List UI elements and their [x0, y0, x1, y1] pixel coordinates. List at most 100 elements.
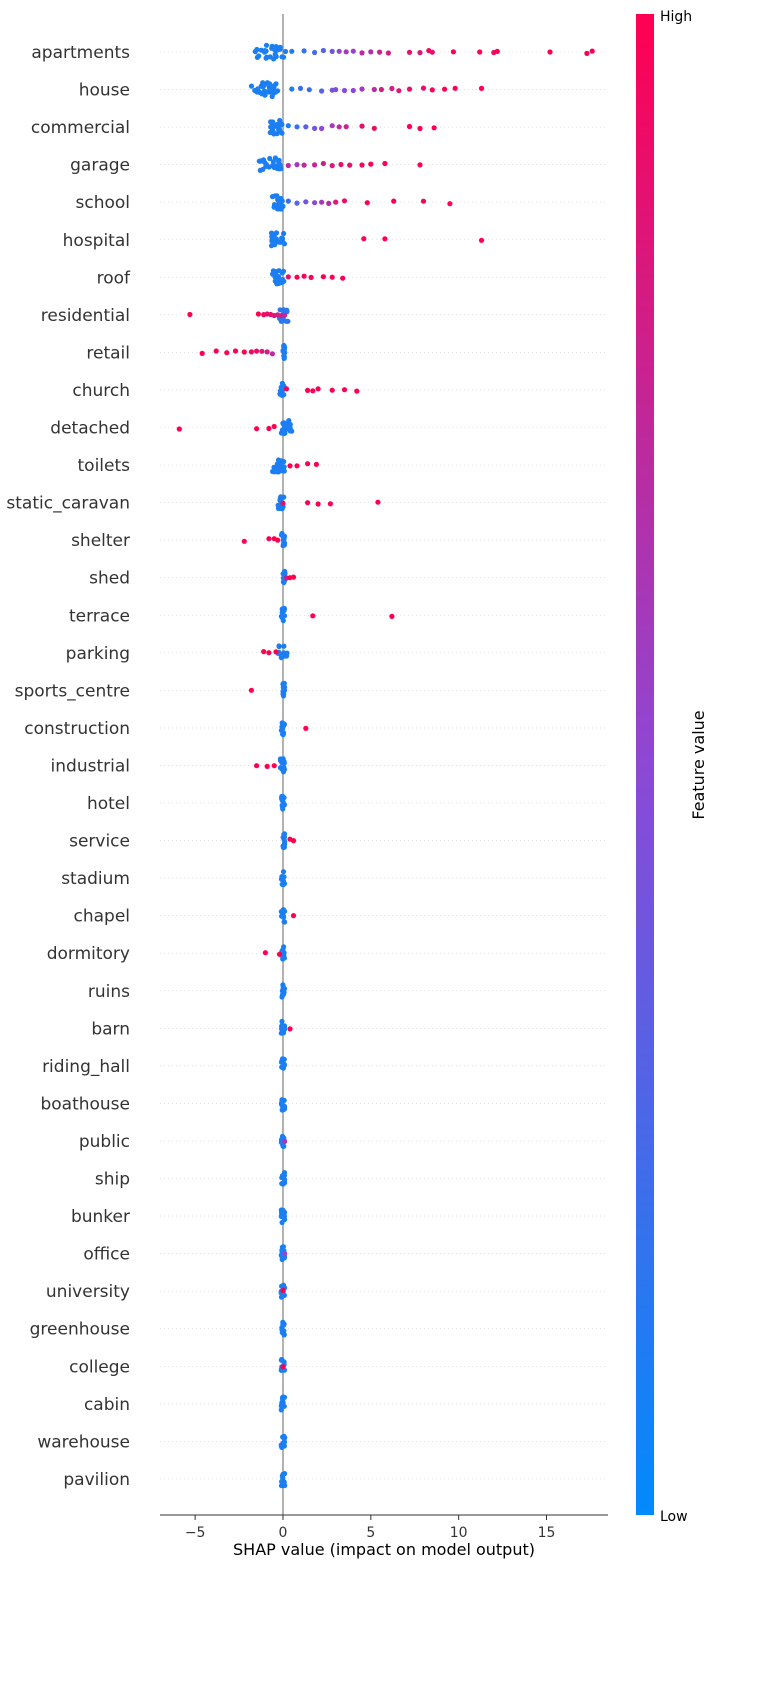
shap-point — [286, 418, 292, 424]
shap-point — [280, 732, 286, 738]
shap-point — [274, 465, 280, 471]
shap-point — [290, 913, 297, 919]
feature-label: stadium — [61, 869, 130, 889]
shap-point — [281, 1482, 287, 1489]
shap-point — [281, 760, 287, 766]
shap-point — [371, 86, 377, 93]
feature-label: pavilion — [63, 1470, 130, 1490]
shap-point — [320, 47, 326, 54]
shap-point — [359, 162, 365, 168]
shap-point — [406, 49, 413, 55]
shap-point — [271, 469, 278, 475]
shap-point — [263, 55, 269, 61]
shap-point — [281, 424, 288, 431]
shap-point — [420, 85, 427, 91]
shap-point — [305, 461, 311, 467]
shap-point — [371, 125, 377, 131]
shap-point — [359, 123, 365, 129]
shap-point — [294, 124, 300, 130]
shap-point — [266, 89, 272, 95]
feature-label: boathouse — [40, 1094, 130, 1114]
shap-point — [375, 499, 381, 505]
shap-point — [326, 200, 332, 206]
shap-point — [417, 50, 423, 56]
shap-point — [289, 48, 295, 54]
shap-point — [290, 574, 297, 580]
shap-point — [282, 48, 289, 55]
shap-point — [281, 955, 287, 961]
feature-label: roof — [97, 268, 131, 288]
shap-point — [281, 494, 287, 500]
feature-label: church — [72, 381, 130, 401]
shap-point — [301, 273, 307, 279]
shap-point — [271, 204, 277, 210]
colorbar — [636, 14, 654, 1515]
shap-point — [262, 48, 268, 54]
shap-point — [254, 46, 260, 53]
shap-point — [350, 87, 356, 94]
shap-point — [284, 307, 290, 313]
shap-point — [279, 1444, 285, 1450]
shap-point — [232, 348, 239, 354]
shap-point — [280, 882, 286, 888]
shap-point — [280, 1287, 286, 1293]
shap-point — [297, 85, 304, 91]
feature-label: toilets — [78, 456, 131, 476]
shap-point — [494, 48, 500, 55]
shap-point — [279, 530, 285, 537]
shap-point — [187, 311, 193, 318]
shap-point — [261, 649, 267, 655]
shap-point — [273, 46, 279, 52]
x-tick-label: 0 — [279, 1525, 288, 1541]
shap-point — [258, 83, 264, 89]
shap-point — [406, 86, 413, 92]
shap-point — [319, 125, 325, 132]
shap-point — [303, 124, 309, 130]
shap-point — [276, 202, 282, 208]
shap-point — [442, 86, 448, 92]
shap-point — [368, 49, 374, 55]
shap-point — [478, 237, 485, 243]
shap-points — [176, 42, 595, 1489]
shap-point — [278, 468, 284, 474]
feature-label: apartments — [31, 43, 130, 63]
shap-point — [280, 869, 287, 875]
shap-point — [279, 279, 285, 286]
shap-point — [254, 426, 260, 432]
shap-point — [282, 1138, 288, 1144]
shap-point — [312, 162, 318, 168]
shap-point — [281, 919, 287, 925]
shap-point — [280, 500, 286, 506]
shap-point — [478, 85, 485, 91]
shap-point — [262, 950, 268, 956]
shap-point — [278, 239, 284, 245]
shap-point — [248, 83, 255, 89]
shap-point — [280, 1364, 286, 1370]
feature-label: shelter — [71, 531, 130, 551]
shap-point — [327, 501, 333, 507]
shap-point — [287, 424, 293, 431]
shap-point — [385, 50, 391, 56]
shap-point — [274, 131, 280, 137]
shap-point — [273, 89, 279, 95]
shap-point — [255, 311, 261, 317]
shap-point — [336, 124, 342, 130]
shap-point — [281, 914, 287, 920]
shap-point — [333, 87, 339, 93]
feature-label: warehouse — [37, 1432, 130, 1452]
shap-point — [280, 1097, 286, 1104]
shap-point — [315, 386, 321, 392]
shap-point — [319, 199, 325, 205]
feature-label: commercial — [31, 118, 130, 138]
shap-point — [279, 795, 285, 801]
shap-point — [278, 1208, 285, 1214]
shap-point — [248, 687, 254, 693]
shap-point — [176, 426, 182, 432]
shap-point — [320, 160, 326, 167]
shap-point — [281, 1321, 287, 1327]
shap-point — [281, 1180, 287, 1186]
shap-point — [280, 723, 286, 729]
shap-point — [274, 165, 280, 171]
shap-point — [199, 350, 205, 356]
